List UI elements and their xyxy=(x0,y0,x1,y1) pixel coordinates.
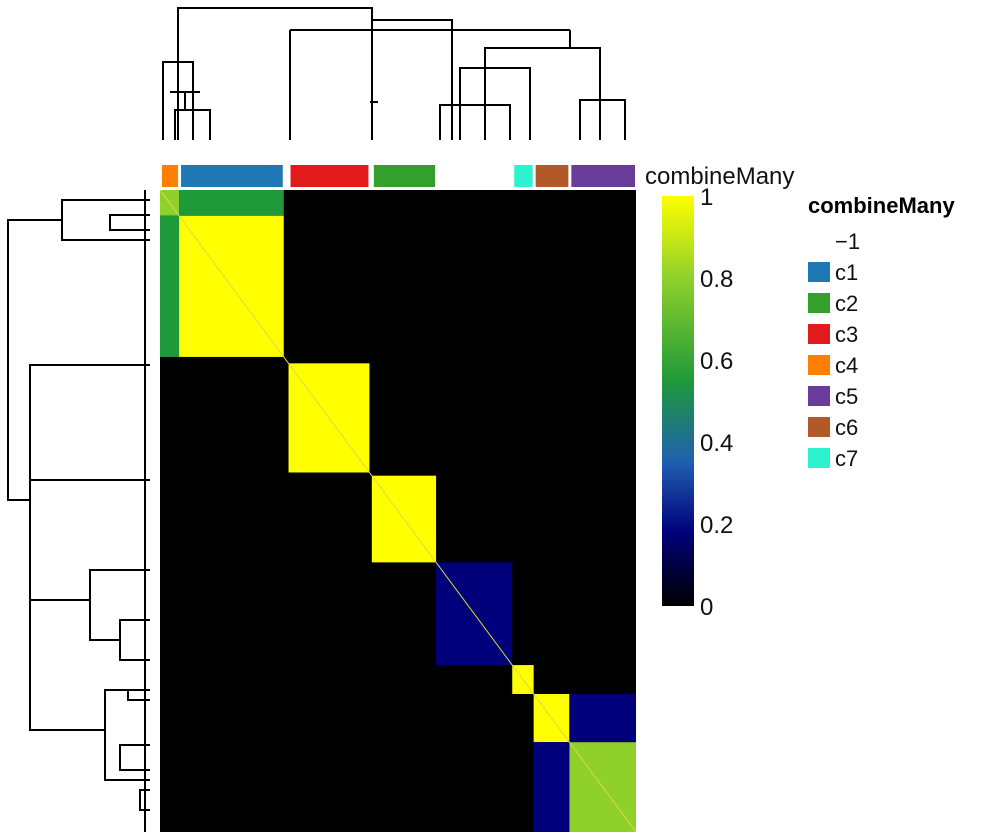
annotation-segment-c7 xyxy=(514,165,533,187)
annotation-segment-c2 xyxy=(373,165,436,187)
heatmap-offdiag-c6-c5 xyxy=(569,693,636,743)
legend: combineMany −1 c1 c2 c3 c4 c5 c6 c7 xyxy=(808,193,955,471)
heatmap-diagonal xyxy=(159,189,637,833)
annotation-segment-c6 xyxy=(535,165,569,187)
heatmap-offdiag-c1-c4 xyxy=(160,215,180,357)
annotation-segment-c1 xyxy=(181,165,283,187)
legend-label: c5 xyxy=(835,384,858,409)
legend-label: c4 xyxy=(835,353,858,378)
colorbar-tick-label: 1 xyxy=(700,184,713,211)
legend-swatch-c1 xyxy=(808,262,830,282)
legend-swatch-c5 xyxy=(808,386,830,406)
legend-label: −1 xyxy=(835,229,860,254)
cluster-annotation-bar xyxy=(162,165,635,187)
colorbar-tick-label: 0 xyxy=(700,594,713,621)
column-dendrogram xyxy=(162,7,626,140)
legend-label: c7 xyxy=(835,446,858,471)
legend-swatch-c2 xyxy=(808,293,830,313)
legend-swatch-c3 xyxy=(808,324,830,344)
legend-label: c1 xyxy=(835,260,858,285)
row-dendrogram xyxy=(7,190,150,832)
colorbar-tick-label: 0.4 xyxy=(700,430,733,457)
legend-swatch-c6 xyxy=(808,417,830,437)
colorbar-tick-label: 0.6 xyxy=(700,348,733,375)
heatmap-matrix xyxy=(159,189,637,833)
heatmap-offdiag-c5-c6 xyxy=(533,742,570,832)
colorbar-tick-label: 0.2 xyxy=(700,512,733,539)
legend-label: c3 xyxy=(835,322,858,347)
legend-swatch-c4 xyxy=(808,355,830,375)
annotation-segment-c5 xyxy=(571,165,635,187)
legend-swatch-−1 xyxy=(808,231,830,251)
colorbar-tick-label: 0.8 xyxy=(700,266,733,293)
legend-title: combineMany xyxy=(808,193,955,218)
colorbar: 1 0.8 0.6 0.4 0.2 0 xyxy=(662,184,733,621)
annotation-segment-c3 xyxy=(290,165,369,187)
colorbar-gradient xyxy=(662,196,694,606)
legend-swatch-c7 xyxy=(808,448,830,468)
annotation-segment-c4 xyxy=(162,165,179,187)
annotation-label: combineMany xyxy=(645,163,794,190)
legend-label: c6 xyxy=(835,415,858,440)
legend-label: c2 xyxy=(835,291,858,316)
heatmap-offdiag-c4-c1 xyxy=(179,190,284,216)
